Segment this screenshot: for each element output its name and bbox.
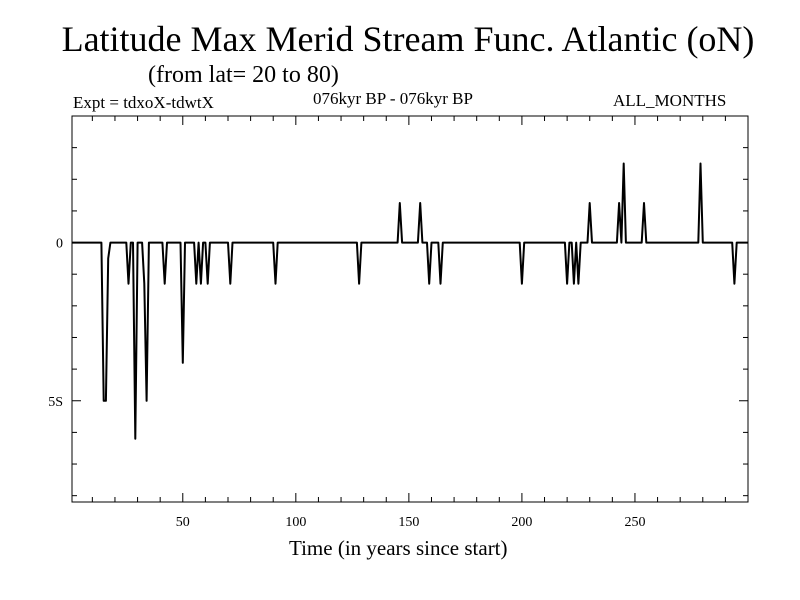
series-line [72,162,748,440]
x-tick-label: 200 [511,515,532,530]
chart-subtitle: (from lat= 20 to 80) [148,62,339,88]
experiment-label: Expt = tdxoX-tdwtX [73,93,214,112]
x-tick-label: 150 [398,515,419,530]
tick-labels: 50 100 150 200 250 0 5S [48,237,645,530]
x-tick-label: 100 [285,515,306,530]
y-tick-label: 5S [48,395,63,410]
y-tick-label: 0 [56,237,63,252]
period-label: 076kyr BP - 076kyr BP [313,89,473,108]
months-label: ALL_MONTHS [613,91,727,110]
x-tick-label: 250 [624,515,645,530]
x-axis-label: Time (in years since start) [289,536,508,560]
plot-frame [71,115,749,503]
tick-marks [72,116,748,502]
x-tick-label: 50 [176,515,190,530]
chart-title: Latitude Max Merid Stream Func. Atlantic… [61,19,755,59]
